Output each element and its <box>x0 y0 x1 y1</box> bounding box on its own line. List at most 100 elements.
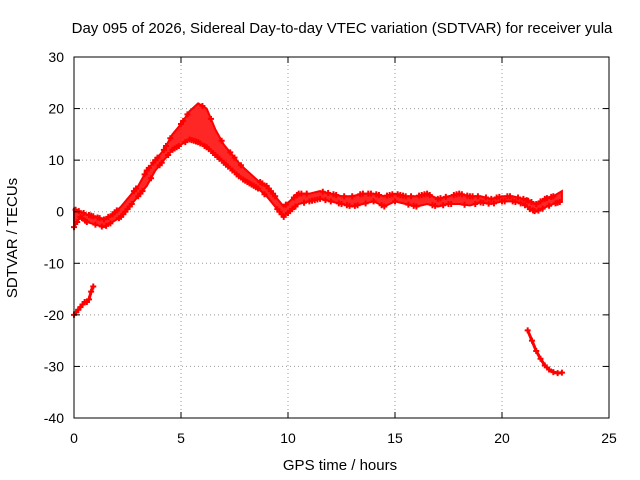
data-points <box>71 102 565 377</box>
late_fragment-marker <box>537 355 544 362</box>
y-tick-label: -40 <box>44 410 64 426</box>
axis-ticks: 0 5 10 15 20 25 -40 -30 -20 -10 0 10 20 30 <box>44 49 617 446</box>
x-tick-label: 15 <box>387 430 403 446</box>
data-marker <box>354 202 361 209</box>
data-marker <box>282 201 289 208</box>
data-marker <box>522 202 529 209</box>
data-marker <box>322 197 329 204</box>
data-marker <box>405 201 412 208</box>
data-marker <box>537 198 544 205</box>
data-marker <box>139 188 146 195</box>
data-marker <box>184 111 191 118</box>
data-marker <box>535 207 542 214</box>
data-marker <box>517 200 524 207</box>
data-marker <box>227 149 234 156</box>
early_fragment-marker <box>88 288 95 295</box>
data-marker <box>74 219 81 226</box>
data-marker <box>103 222 110 229</box>
data-marker <box>289 206 296 213</box>
data-marker <box>100 216 107 223</box>
data-marker <box>341 193 348 200</box>
data-marker <box>272 193 279 200</box>
data-marker <box>512 199 519 206</box>
data-marker <box>539 205 546 212</box>
y-tick-label: -30 <box>44 358 64 374</box>
y-tick-label: 20 <box>48 101 64 117</box>
data-marker <box>90 213 97 220</box>
data-marker <box>440 202 447 209</box>
data-marker <box>107 220 114 227</box>
data-marker <box>79 215 86 222</box>
x-tick-label: 0 <box>70 430 78 446</box>
y-tick-label: 10 <box>48 152 64 168</box>
data-marker <box>442 193 449 200</box>
plot-frame <box>73 56 610 419</box>
chart-title: Day 095 of 2026, Sidereal Day-to-day VTE… <box>72 20 613 37</box>
data-marker <box>389 191 396 198</box>
data-marker <box>199 102 206 109</box>
data-marker <box>485 200 492 207</box>
data-marker <box>83 219 90 226</box>
data-marker <box>317 195 324 202</box>
early_fragment-marker <box>85 296 92 303</box>
data-marker <box>92 221 99 228</box>
data-marker <box>163 142 170 149</box>
data-marker <box>197 140 204 147</box>
data-marker <box>556 199 563 206</box>
data-marker <box>346 202 353 209</box>
data-marker <box>180 117 187 124</box>
data-marker <box>392 198 398 205</box>
data-marker <box>333 191 340 198</box>
data-marker <box>261 191 268 198</box>
late_fragment-marker <box>558 369 565 376</box>
data-marker <box>546 202 553 209</box>
data-marker <box>128 200 135 207</box>
late_fragment-marker <box>528 337 535 344</box>
data-marker <box>298 190 305 197</box>
data-marker <box>259 180 266 187</box>
data-marker <box>80 210 87 217</box>
data-marker <box>338 200 345 207</box>
data-marker <box>480 199 487 206</box>
data-marker <box>325 190 332 197</box>
data-marker <box>496 193 503 200</box>
data-marker <box>165 151 172 158</box>
x-tick-label: 20 <box>494 430 510 446</box>
data-marker <box>528 199 535 206</box>
data-marker <box>218 137 225 144</box>
data-marker <box>461 201 468 208</box>
y-tick-label: 30 <box>48 49 64 65</box>
data-marker <box>207 115 214 122</box>
data-marker <box>413 203 420 210</box>
x-tick-label: 5 <box>177 430 185 446</box>
data-marker <box>105 213 112 220</box>
data-marker <box>280 213 287 220</box>
data-marker <box>550 193 557 200</box>
data-marker <box>469 193 476 200</box>
data-marker <box>362 200 369 207</box>
data-marker <box>301 199 308 206</box>
data-marker <box>472 200 479 207</box>
data-marker <box>526 206 533 213</box>
data-marker <box>375 191 382 198</box>
data-marker <box>205 146 212 153</box>
data-marker <box>292 203 299 210</box>
data-marker <box>515 194 522 201</box>
late_fragment-marker <box>550 369 557 376</box>
data-marker <box>370 198 377 205</box>
data-marker <box>216 155 223 162</box>
data-marker <box>426 191 433 198</box>
data-marker <box>437 195 444 202</box>
data-marker <box>182 139 189 146</box>
data-marker <box>178 121 184 128</box>
data-marker <box>160 146 167 153</box>
data-marker <box>167 135 174 142</box>
data-marker <box>507 193 514 200</box>
data-marker <box>148 175 155 182</box>
data-marker <box>158 159 165 166</box>
data-marker <box>349 193 356 200</box>
y-tick-label: 0 <box>56 204 64 220</box>
data-marker <box>501 198 508 205</box>
early_fragment-line <box>72 285 95 316</box>
data-marker <box>488 195 495 202</box>
